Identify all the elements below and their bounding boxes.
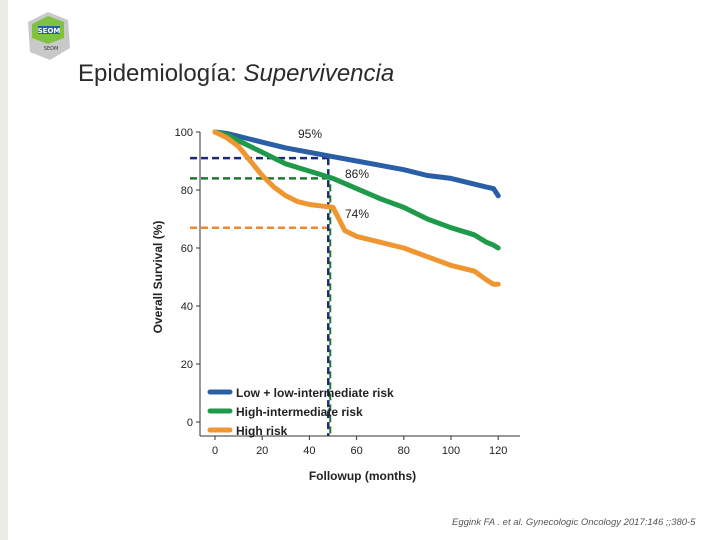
series-line xyxy=(212,129,501,287)
x-tick-label: 0 xyxy=(212,445,218,457)
reference-value-label: 86% xyxy=(345,167,369,181)
reference-value-label: 74% xyxy=(345,207,369,221)
slide-side-bar xyxy=(0,0,8,540)
logo-subtext: SEOM xyxy=(44,46,59,52)
legend-label: High-intermediate risk xyxy=(236,405,363,419)
x-tick-label: 40 xyxy=(303,445,315,457)
y-axis-label: Overall Survival (%) xyxy=(151,221,165,334)
series-line xyxy=(212,129,501,199)
y-tick-label: 60 xyxy=(181,243,193,255)
reference-value-label: 95% xyxy=(298,127,322,141)
x-tick-label: 100 xyxy=(442,445,460,457)
reference-labels: 95% 86% 74% xyxy=(298,127,369,221)
x-axis-label: Followup (months) xyxy=(309,469,416,483)
y-tick-label: 80 xyxy=(181,185,193,197)
logo-text: SEOM xyxy=(38,27,61,35)
survival-chart: 0 20 40 60 80 100 0 20 40 60 80 100 120 95% 86% 74% Lo… xyxy=(151,127,520,483)
x-tick-label: 120 xyxy=(489,445,507,457)
seom-logo-icon: SEOM SEOM xyxy=(28,12,70,60)
chart-axes: 0 20 40 60 80 100 0 20 40 60 80 100 120 xyxy=(175,127,520,457)
legend-label: Low + low-intermediate risk xyxy=(236,386,394,400)
page-title: Epidemiología: Supervivencia xyxy=(78,60,394,88)
x-tick-label: 60 xyxy=(350,445,362,457)
y-tick-label: 20 xyxy=(181,359,193,371)
series-line xyxy=(212,129,501,251)
citation: Eggink FA . et al. Gynecologic Oncology … xyxy=(452,517,696,528)
y-tick-label: 40 xyxy=(181,301,193,313)
legend-label: High risk xyxy=(236,424,288,438)
title-italic: Supervivencia xyxy=(243,60,395,87)
chart-series xyxy=(212,129,501,287)
x-tick-label: 20 xyxy=(256,445,268,457)
y-tick-label: 100 xyxy=(175,127,193,139)
y-tick-label: 0 xyxy=(187,417,193,429)
x-tick-label: 80 xyxy=(398,445,410,457)
chart-legend: Low + low-intermediate risk High-intermed… xyxy=(207,386,394,438)
title-plain: Epidemiología: xyxy=(78,60,237,87)
